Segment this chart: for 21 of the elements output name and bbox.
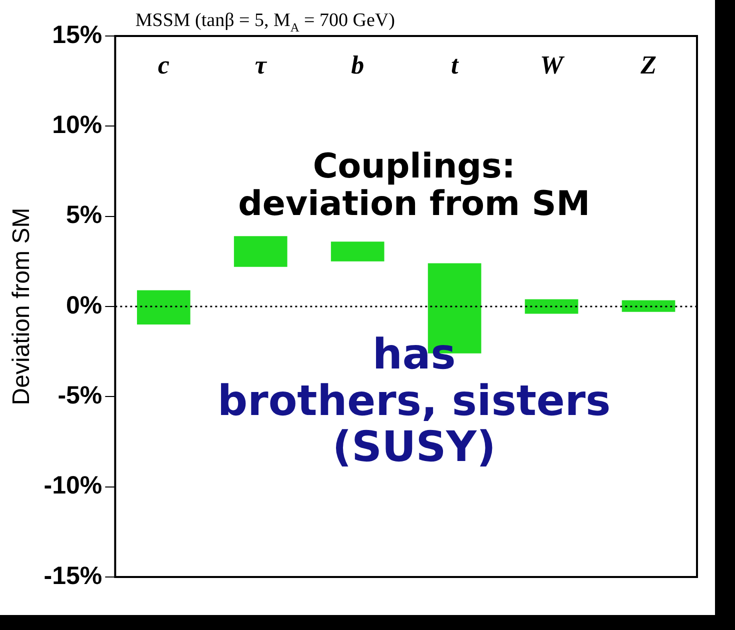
annotation: has brothers, sisters (SUSY) [218,330,611,471]
y-tick-label: 0% [66,291,102,320]
x-tick-label: b [351,50,364,80]
x-tick-label: Z [640,50,657,80]
y-tick-label: 5% [66,201,102,230]
bar [524,299,578,314]
y-axis-title: Deviation from SM [8,208,36,406]
x-tick-label: t [450,50,459,80]
y-tick-label: -15% [44,562,102,590]
annotation: Couplings: deviation from SM [238,146,590,224]
x-tick-label: W [540,50,565,80]
bar [622,300,676,312]
x-tick-label: c [158,50,170,80]
bar [234,236,288,267]
y-tick-label: -5% [58,382,102,410]
bar [136,290,190,325]
x-tick-label: τ [254,50,268,80]
bar [330,242,384,262]
y-tick-label: -10% [44,472,102,500]
y-tick-label: 15% [52,20,102,49]
y-tick-label: 10% [52,111,102,140]
